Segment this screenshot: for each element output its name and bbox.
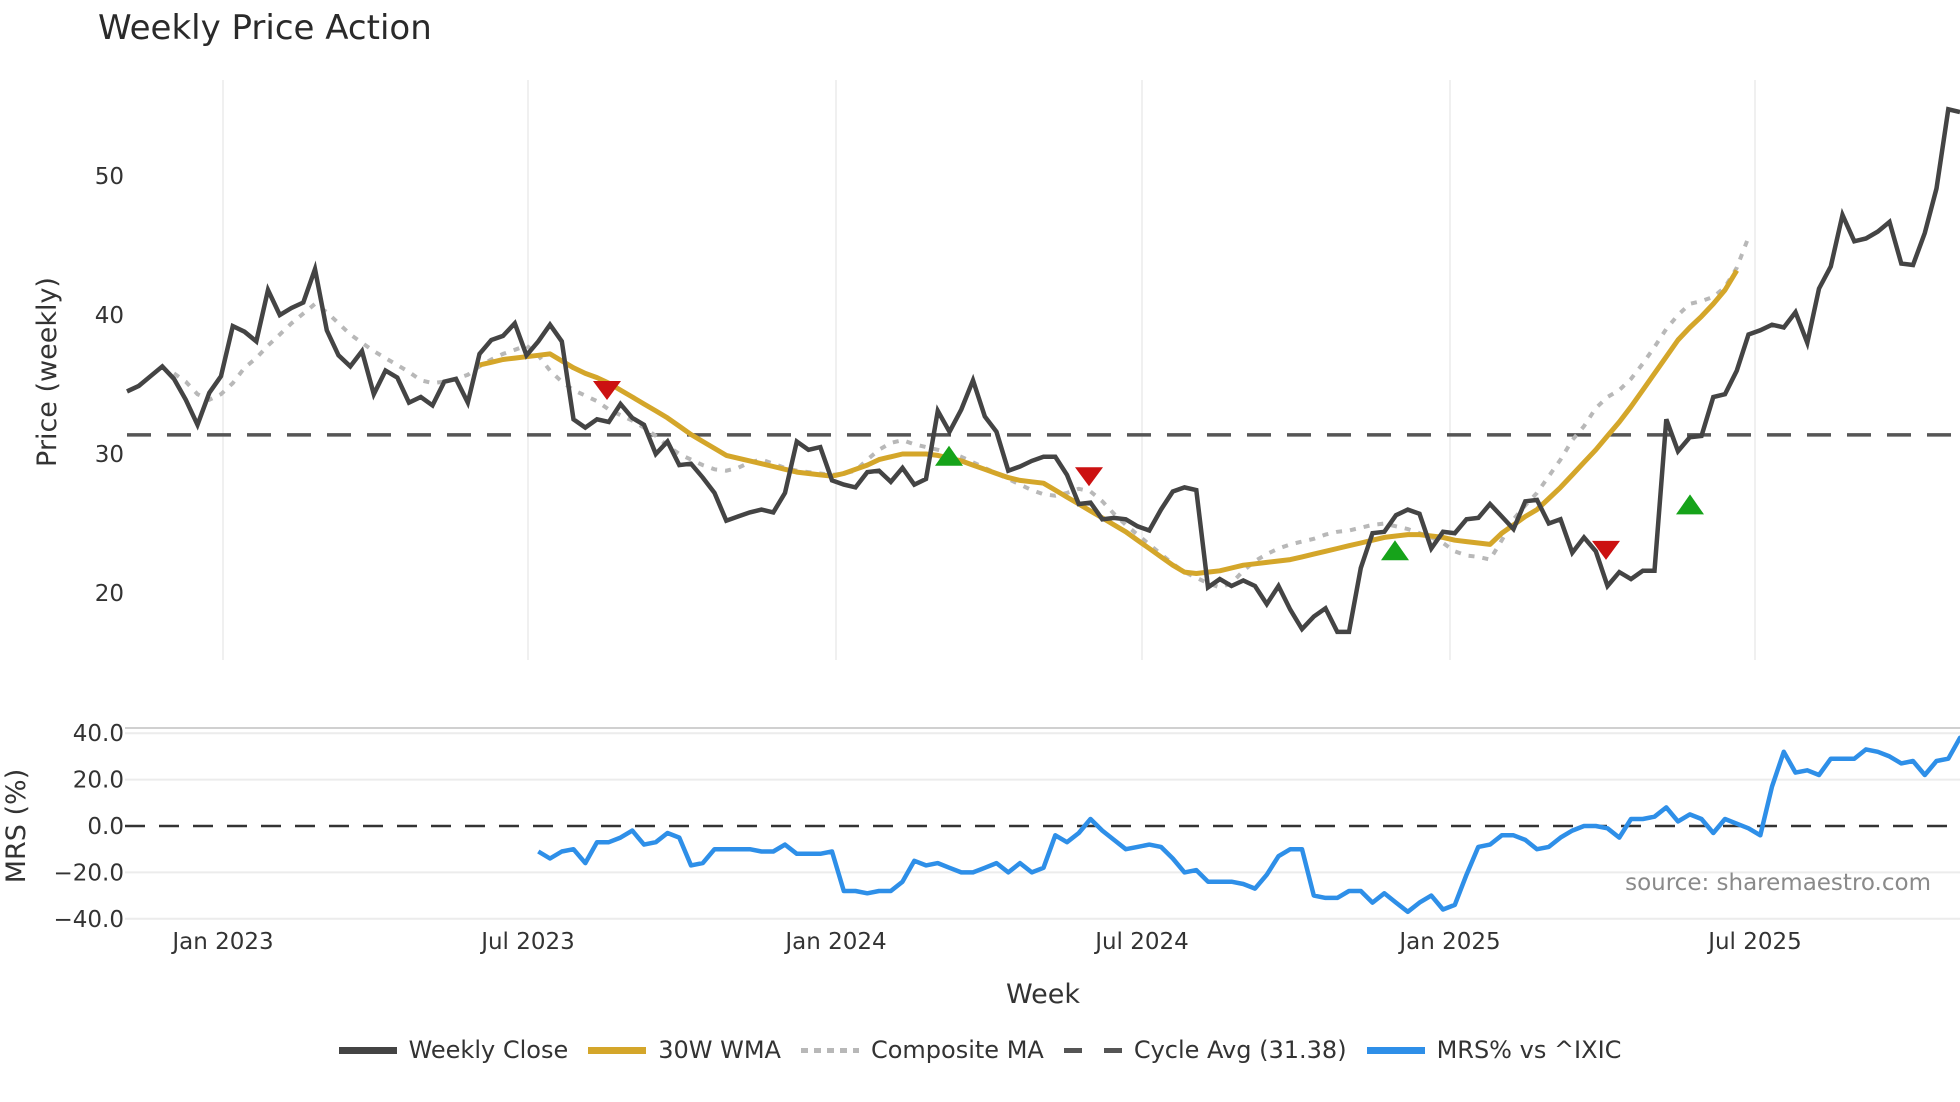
legend-label: 30W WMA <box>658 1036 781 1064</box>
mrs-y-axis-title: MRS (%) <box>1 769 32 884</box>
svg-text:Jul 2025: Jul 2025 <box>1706 929 1802 955</box>
svg-text:40: 40 <box>95 303 124 329</box>
svg-text:Jan 2024: Jan 2024 <box>783 929 886 955</box>
legend-label: Composite MA <box>870 1036 1044 1064</box>
weekly-close-line <box>126 106 1960 635</box>
mrs-swatch-icon <box>1366 1046 1425 1054</box>
cycle-avg-swatch-icon <box>1063 1047 1122 1053</box>
composite-ma-line <box>172 236 1751 590</box>
svg-text:−20.0: −20.0 <box>54 860 124 886</box>
legend-item-mrs[interactable]: MRS% vs ^IXIC <box>1366 1036 1622 1064</box>
wma-30w-line <box>478 269 1739 576</box>
price-x-gridlines <box>222 80 1756 660</box>
x-axis-title: Week <box>1006 979 1080 1010</box>
legend-label: Cycle Avg (31.38) <box>1133 1036 1347 1064</box>
legend-label: Weekly Close <box>408 1036 569 1064</box>
chart-title: Weekly Price Action <box>98 8 432 48</box>
svg-text:Jul 2023: Jul 2023 <box>479 929 575 955</box>
wma-swatch-icon <box>588 1046 647 1054</box>
svg-text:−40.0: −40.0 <box>54 907 124 933</box>
svg-text:Jan 2025: Jan 2025 <box>1397 929 1500 955</box>
svg-text:0.0: 0.0 <box>87 814 124 840</box>
legend: Weekly Close 30W WMA Composite MA Cycle … <box>0 1036 1960 1064</box>
svg-text:20.0: 20.0 <box>73 768 124 794</box>
mrs-y-gridlines: −40.0 −20.0 0.0 20.0 40.0 <box>54 721 1960 933</box>
price-y-axis-title: Price (weekly) <box>32 277 63 467</box>
price-y-ticks: 20 30 40 50 <box>95 164 124 607</box>
weekly-close-swatch-icon <box>338 1046 397 1054</box>
legend-item-weekly-close[interactable]: Weekly Close <box>338 1036 569 1064</box>
x-axis-ticks: Jan 2023 Jul 2023 Jan 2024 Jul 2024 Jan 2025… <box>170 929 1801 955</box>
mrs-line <box>537 735 1960 915</box>
svg-text:Jan 2023: Jan 2023 <box>170 929 273 955</box>
svg-text:50: 50 <box>95 164 124 190</box>
svg-text:40.0: 40.0 <box>73 721 124 747</box>
svg-text:20: 20 <box>95 581 124 607</box>
composite-ma-swatch-icon <box>800 1047 859 1053</box>
svg-text:30: 30 <box>95 442 124 468</box>
legend-item-30w-wma[interactable]: 30W WMA <box>588 1036 781 1064</box>
legend-label: MRS% vs ^IXIC <box>1436 1036 1622 1064</box>
source-annotation: source: sharemaestro.com <box>1625 870 1931 896</box>
legend-item-composite-ma[interactable]: Composite MA <box>800 1036 1044 1064</box>
signal-markers <box>593 381 1704 561</box>
svg-text:Jul 2024: Jul 2024 <box>1093 929 1189 955</box>
legend-item-cycle-avg[interactable]: Cycle Avg (31.38) <box>1063 1036 1347 1064</box>
